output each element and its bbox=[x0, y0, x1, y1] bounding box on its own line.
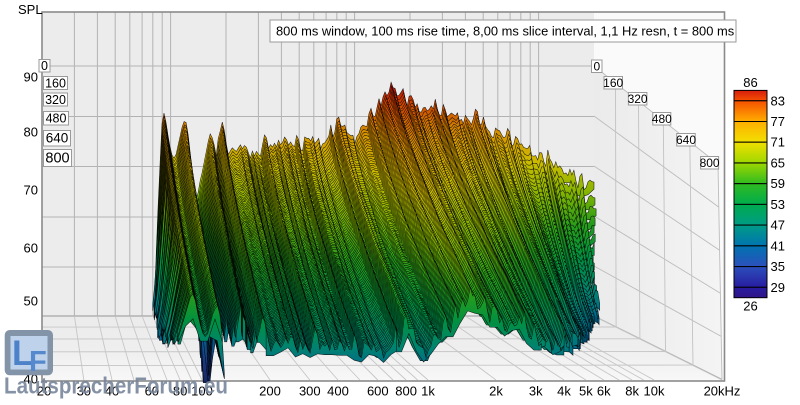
svg-text:0: 0 bbox=[593, 60, 600, 74]
svg-text:90: 90 bbox=[24, 70, 38, 85]
svg-text:26: 26 bbox=[743, 299, 757, 314]
svg-text:800: 800 bbox=[700, 156, 720, 170]
svg-text:LautsprecherForum.eu: LautsprecherForum.eu bbox=[4, 373, 228, 399]
svg-text:20: 20 bbox=[37, 384, 51, 399]
svg-text:30: 30 bbox=[77, 384, 91, 399]
svg-text:L: L bbox=[12, 334, 33, 373]
svg-text:86: 86 bbox=[743, 75, 757, 90]
svg-text:2k: 2k bbox=[489, 384, 503, 399]
svg-text:160: 160 bbox=[603, 76, 623, 90]
svg-text:20kHz: 20kHz bbox=[704, 384, 741, 399]
svg-text:53: 53 bbox=[771, 197, 785, 212]
svg-text:640: 640 bbox=[676, 133, 696, 147]
svg-text:70: 70 bbox=[24, 183, 38, 198]
svg-text:65: 65 bbox=[771, 156, 785, 171]
svg-text:SPL: SPL bbox=[18, 2, 43, 17]
svg-text:480: 480 bbox=[652, 112, 672, 126]
svg-text:1k: 1k bbox=[421, 384, 435, 399]
svg-text:83: 83 bbox=[771, 93, 785, 108]
svg-text:0: 0 bbox=[41, 59, 48, 73]
svg-text:10k: 10k bbox=[644, 384, 665, 399]
svg-text:71: 71 bbox=[771, 135, 785, 150]
svg-text:160: 160 bbox=[45, 76, 66, 90]
svg-text:800 ms window, 100 ms rise tim: 800 ms window, 100 ms rise time, 8,00 ms… bbox=[276, 24, 734, 39]
svg-text:F: F bbox=[29, 346, 47, 378]
svg-text:29: 29 bbox=[771, 280, 785, 295]
svg-text:60: 60 bbox=[24, 241, 38, 256]
svg-text:4k: 4k bbox=[557, 384, 571, 399]
svg-text:200: 200 bbox=[259, 384, 281, 399]
svg-text:480: 480 bbox=[46, 112, 67, 126]
svg-text:6k: 6k bbox=[597, 384, 611, 399]
svg-text:800: 800 bbox=[45, 150, 69, 166]
svg-text:300: 300 bbox=[299, 384, 321, 399]
svg-text:400: 400 bbox=[327, 384, 349, 399]
svg-text:100: 100 bbox=[191, 384, 213, 399]
svg-text:8k: 8k bbox=[625, 384, 639, 399]
svg-text:5k: 5k bbox=[579, 384, 593, 399]
svg-text:77: 77 bbox=[771, 114, 785, 129]
svg-text:3k: 3k bbox=[529, 384, 543, 399]
svg-text:40: 40 bbox=[105, 384, 119, 399]
svg-text:35: 35 bbox=[771, 259, 785, 274]
svg-text:60: 60 bbox=[145, 384, 159, 399]
svg-text:47: 47 bbox=[771, 218, 785, 233]
svg-text:50: 50 bbox=[24, 294, 38, 309]
svg-text:41: 41 bbox=[771, 238, 785, 253]
svg-text:320: 320 bbox=[45, 93, 66, 107]
svg-text:640: 640 bbox=[46, 131, 69, 146]
svg-text:320: 320 bbox=[628, 92, 648, 106]
svg-text:80: 80 bbox=[24, 125, 38, 140]
svg-text:59: 59 bbox=[771, 176, 785, 191]
svg-text:80: 80 bbox=[173, 384, 187, 399]
svg-text:600: 600 bbox=[367, 384, 389, 399]
svg-text:800: 800 bbox=[395, 384, 417, 399]
